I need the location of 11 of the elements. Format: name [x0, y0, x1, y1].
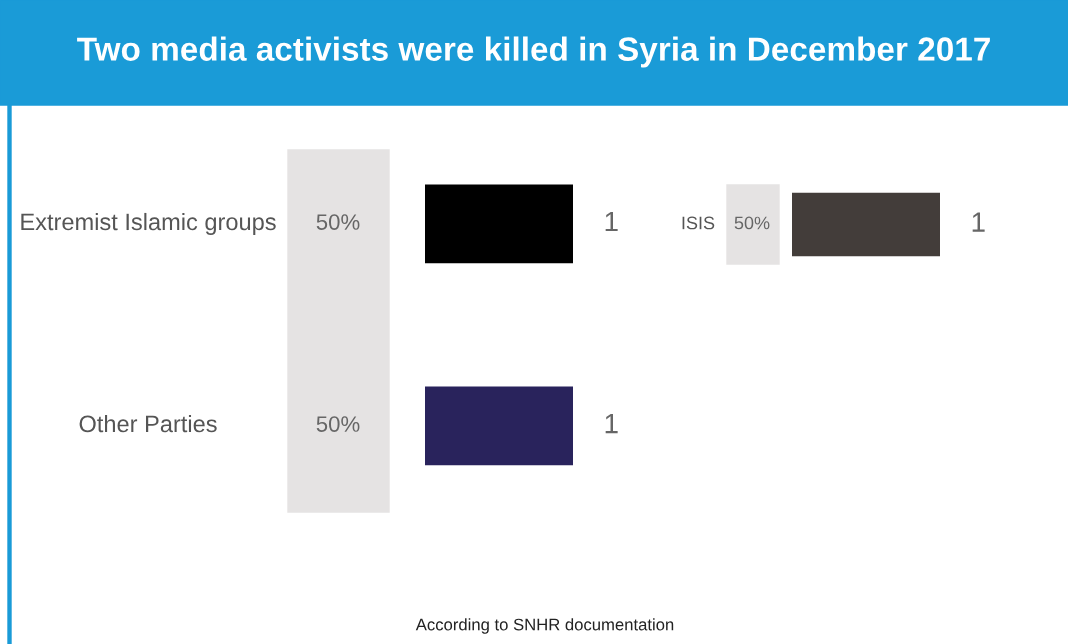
chart-title: Two media activists were killed in Syria in December 2017: [77, 36, 990, 68]
text: 50%: [734, 216, 770, 230]
text: 50%: [316, 416, 360, 432]
data-label: 1: [605, 414, 618, 434]
y-tick-label: ISIS: [682, 216, 715, 230]
data-label: 1: [605, 212, 618, 232]
y-tick-label: Extremist Islamic groups: [21, 212, 276, 235]
data-label: 1: [972, 212, 985, 232]
y-tick-label: Other Parties: [79, 414, 217, 433]
text: 50%: [316, 214, 360, 230]
text: According to SNHR documentation: [415, 618, 674, 634]
